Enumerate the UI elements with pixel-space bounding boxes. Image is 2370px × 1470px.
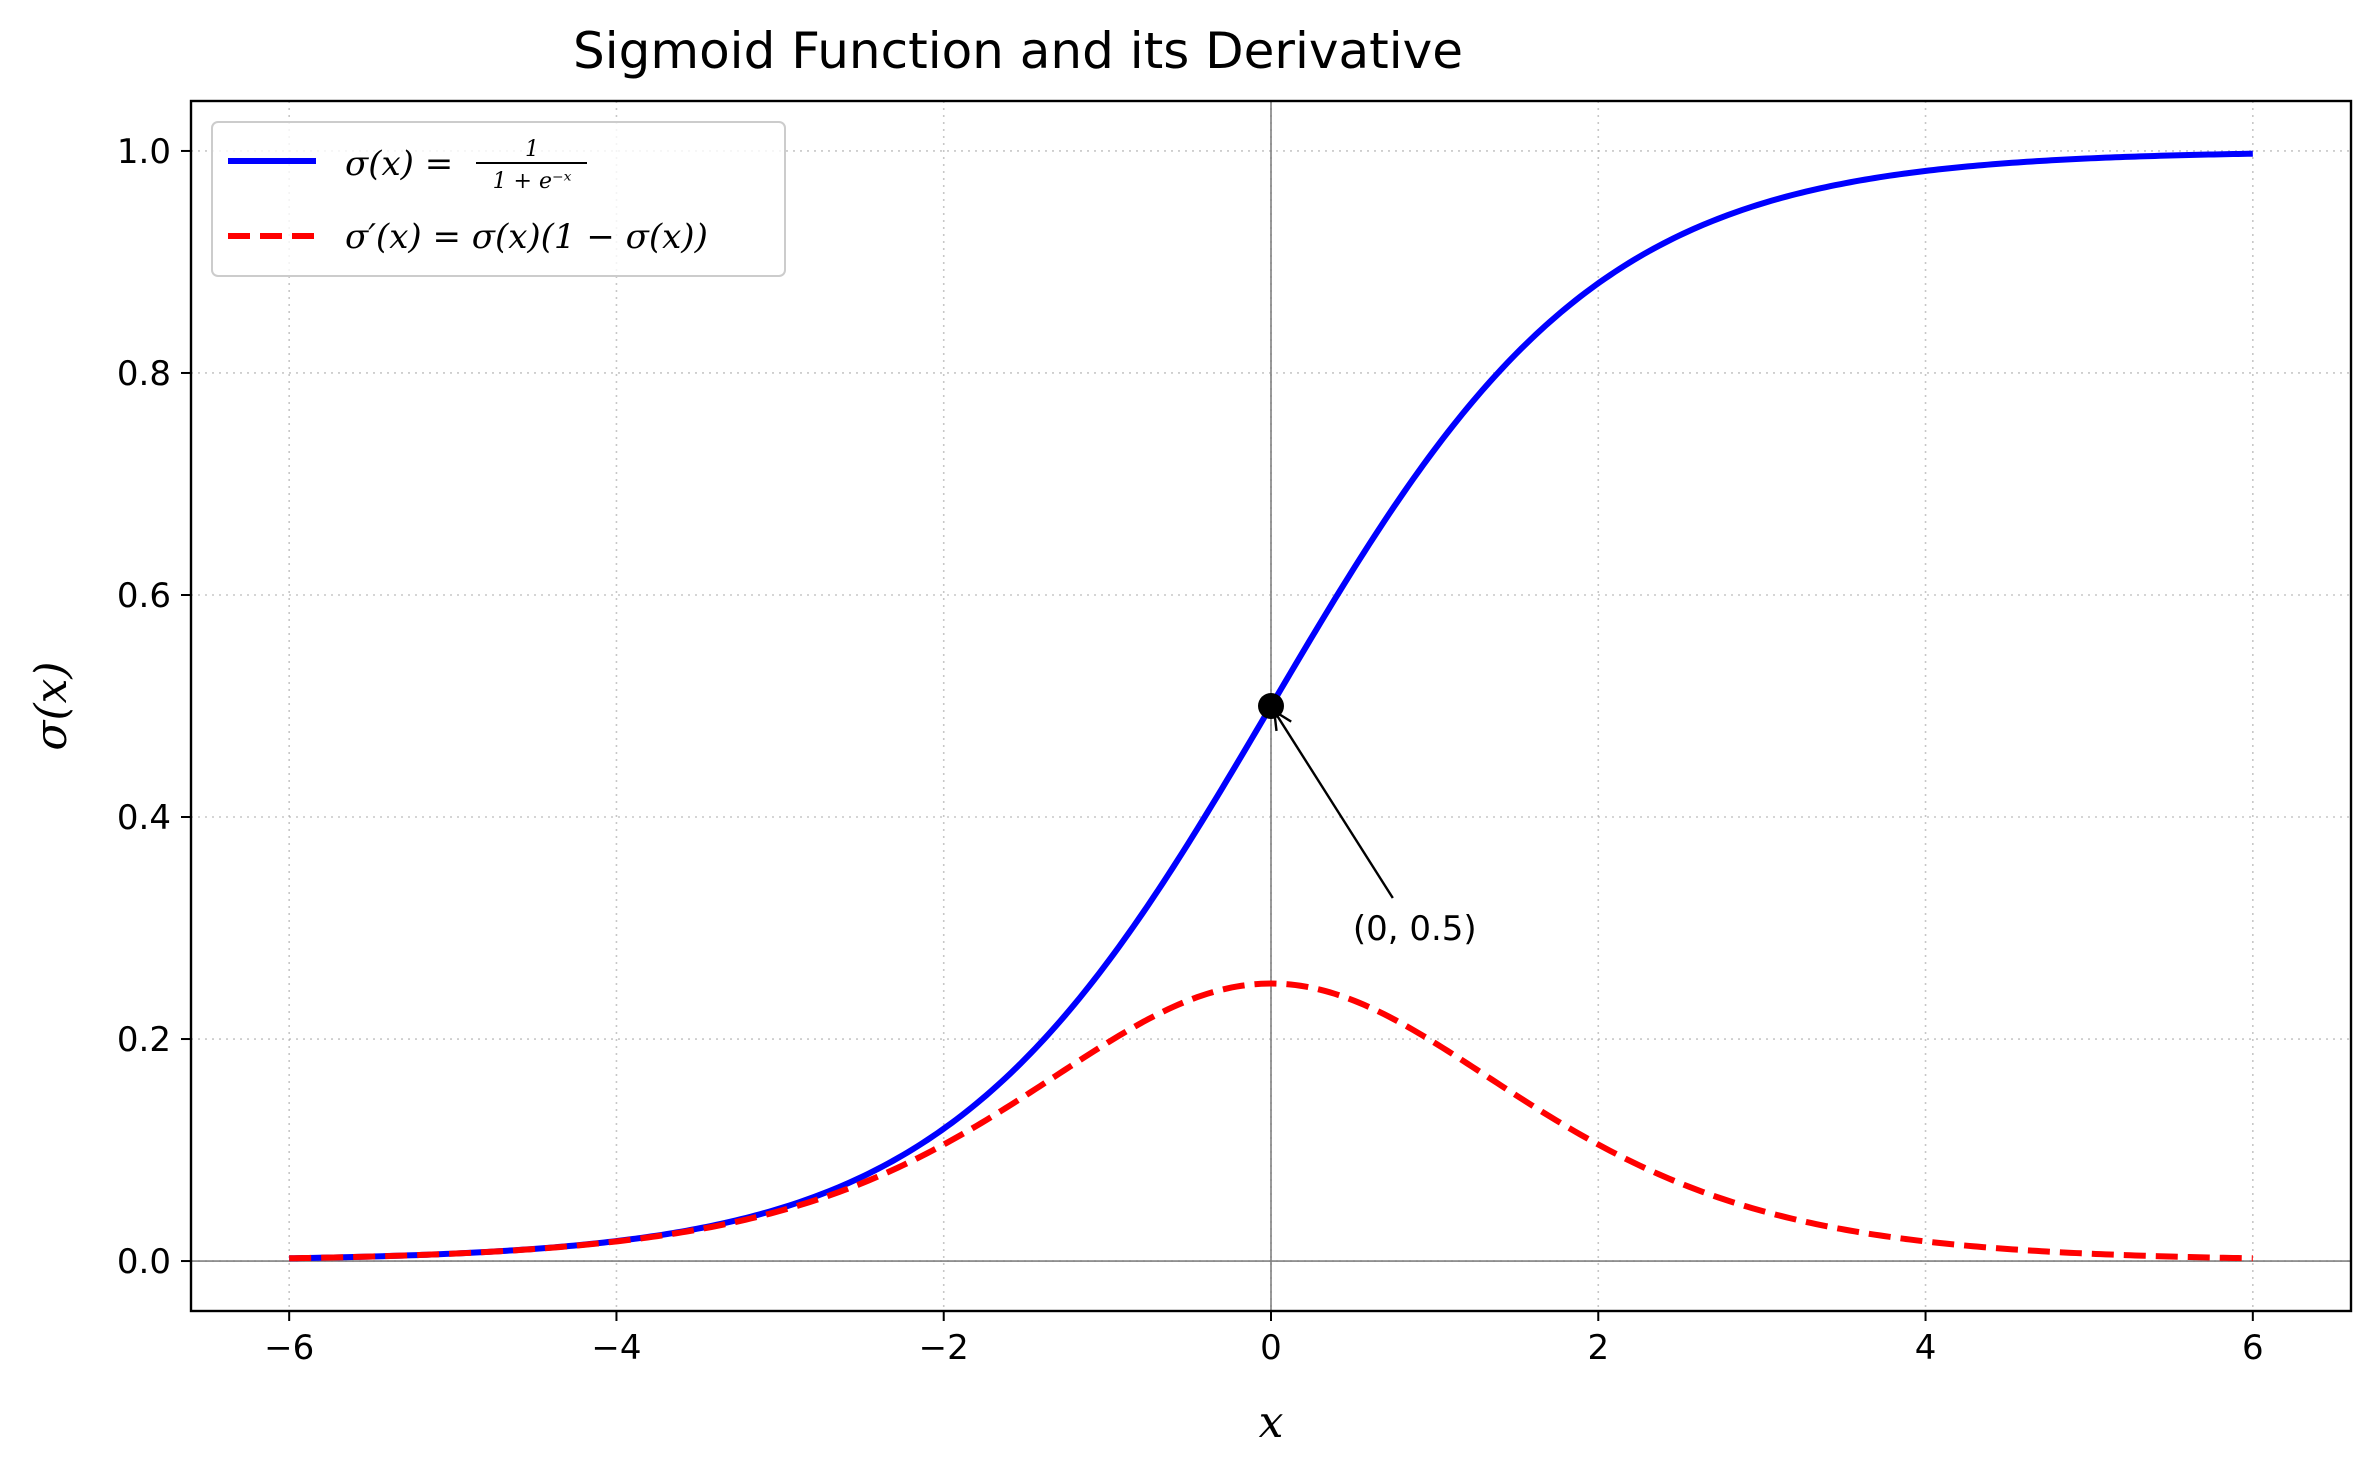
y-tick-label-5: 1.0 [117,132,171,172]
x-tick-label-6: 6 [2242,1328,2264,1368]
y-tick-label-4: 0.8 [117,354,171,394]
y-axis-ticks: 0.0 0.2 0.4 0.6 0.8 1.0 [117,132,191,1282]
legend-sigmoid-fraction: 1 1 + e⁻ˣ [476,137,587,194]
annotation-layer: (0, 0.5) [1258,693,1477,949]
y-tick-label-1: 0.2 [117,1020,171,1060]
x-tick-label-4: 2 [1587,1328,1609,1368]
legend-sigmoid-label: σ(x) = [345,144,453,184]
marker-point [1258,693,1284,719]
annotation-arrow-shaft [1273,710,1394,899]
y-tick-label-3: 0.6 [117,576,171,616]
annotation-label: (0, 0.5) [1353,909,1477,949]
y-tick-label-2: 0.4 [117,798,171,838]
y-axis-label: σ(x) [26,661,77,750]
legend: σ(x) = 1 1 + e⁻ˣ σ′(x) = σ(x)(1 − σ(x)) [211,121,786,277]
legend-derivative-label: σ′(x) = σ(x)(1 − σ(x)) [345,217,708,257]
x-axis-label: x [1259,1397,1284,1448]
x-axis-ticks: −6 −4 −2 0 2 4 6 [264,1311,2264,1368]
chart-title: Sigmoid Function and its Derivative [573,22,1463,80]
x-tick-label-1: −4 [591,1328,641,1368]
x-tick-label-2: −2 [919,1328,969,1368]
x-tick-label-5: 4 [1915,1328,1937,1368]
y-tick-label-0: 0.0 [117,1242,171,1282]
legend-fraction-denominator: 1 + e⁻ˣ [493,169,572,194]
legend-fraction-numerator: 1 [525,137,539,162]
legend-box [211,121,786,277]
x-tick-label-0: −6 [264,1328,314,1368]
x-tick-label-3: 0 [1260,1328,1282,1368]
series-line-sigmoid-derivative [289,980,2253,1262]
